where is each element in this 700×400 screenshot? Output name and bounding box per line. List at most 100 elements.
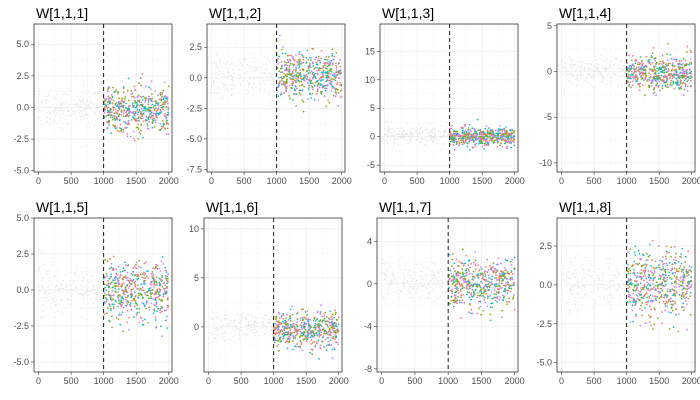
- warmup-point: [71, 318, 73, 320]
- warmup-point: [53, 322, 55, 324]
- sample-point: [141, 115, 143, 118]
- sample-point: [300, 77, 302, 80]
- warmup-point: [409, 139, 411, 141]
- sample-point: [671, 77, 674, 80]
- warmup-point: [59, 115, 61, 118]
- warmup-point: [78, 112, 80, 114]
- warmup-point: [253, 324, 255, 326]
- warmup-point: [96, 98, 98, 100]
- warmup-point: [267, 328, 269, 330]
- warmup-point: [429, 123, 431, 125]
- sample-point: [147, 109, 150, 111]
- trace-panel-2: 0 500 1000 1500 2000-7.5-5.0-2.50.02.5W[1,1,…: [186, 5, 351, 186]
- warmup-point: [232, 336, 234, 338]
- sample-point: [137, 126, 139, 129]
- sample-point: [163, 95, 166, 98]
- sample-point: [150, 297, 153, 300]
- warmup-point: [418, 129, 421, 131]
- warmup-point: [254, 66, 257, 69]
- warmup-point: [95, 300, 97, 302]
- sample-point: [321, 341, 324, 343]
- sample-point: [308, 84, 310, 87]
- sample-point: [661, 60, 664, 63]
- sample-point: [162, 89, 165, 92]
- warmup-point: [247, 320, 249, 322]
- warmup-point: [387, 132, 389, 134]
- warmup-point: [251, 323, 253, 325]
- warmup-point: [624, 67, 627, 69]
- sample-point: [331, 80, 333, 83]
- warmup-point: [581, 67, 583, 69]
- warmup-point: [240, 53, 242, 55]
- warmup-point: [596, 65, 598, 67]
- warmup-point: [238, 337, 240, 339]
- sample-point: [118, 276, 121, 279]
- sample-point: [319, 328, 321, 331]
- sample-point: [322, 69, 325, 72]
- sample-point: [475, 142, 478, 145]
- sample-point: [630, 70, 633, 73]
- sample-point: [339, 96, 342, 99]
- sample-point: [308, 69, 311, 72]
- sample-point: [337, 105, 340, 107]
- warmup-point: [432, 139, 435, 142]
- sample-point: [307, 82, 309, 84]
- warmup-point: [86, 274, 88, 276]
- warmup-point: [69, 284, 71, 286]
- sample-point: [297, 72, 300, 74]
- warmup-point: [435, 137, 437, 139]
- sample-point: [140, 103, 143, 106]
- sample-point: [276, 326, 279, 329]
- sample-point: [669, 74, 671, 77]
- warmup-point: [216, 52, 218, 54]
- warmup-point: [54, 120, 56, 122]
- warmup-point: [85, 93, 87, 95]
- warmup-point: [447, 132, 449, 134]
- sample-point: [307, 324, 310, 327]
- sample-point: [116, 112, 118, 114]
- warmup-point: [256, 59, 258, 62]
- sample-point: [631, 54, 634, 57]
- warmup-point: [246, 44, 248, 46]
- warmup-point: [84, 106, 86, 108]
- warmup-point: [410, 136, 412, 138]
- warmup-point: [240, 313, 242, 316]
- warmup-point: [269, 322, 271, 324]
- sample-point: [648, 72, 650, 75]
- sample-point: [165, 319, 168, 322]
- warmup-point: [254, 70, 257, 72]
- sample-point: [158, 298, 161, 301]
- warmup-point: [263, 56, 265, 58]
- sample-point: [309, 71, 312, 74]
- warmup-point: [82, 280, 84, 282]
- warmup-point: [98, 111, 100, 113]
- sample-point: [645, 75, 648, 77]
- warmup-point: [46, 270, 49, 272]
- sample-point: [314, 67, 316, 69]
- warmup-point: [228, 312, 231, 314]
- sample-point: [283, 69, 286, 72]
- sample-point: [472, 136, 474, 139]
- warmup-point: [48, 305, 51, 307]
- sample-point: [120, 113, 123, 116]
- sample-point: [133, 85, 136, 88]
- warmup-point: [260, 327, 263, 329]
- sample-point: [339, 65, 342, 68]
- warmup-point: [437, 130, 439, 132]
- sample-point: [448, 134, 451, 137]
- warmup-point: [55, 305, 57, 307]
- sample-point: [124, 96, 127, 98]
- sample-point: [478, 133, 481, 136]
- warmup-point: [395, 137, 397, 139]
- sample-point: [335, 69, 338, 71]
- sample-point: [454, 134, 456, 137]
- sample-point: [133, 291, 136, 294]
- sample-point: [486, 133, 488, 136]
- warmup-point: [101, 102, 103, 104]
- warmup-point: [428, 146, 430, 148]
- sample-point: [690, 63, 693, 65]
- warmup-point: [237, 326, 239, 328]
- sample-point: [667, 42, 669, 45]
- panel-frame: [556, 23, 696, 173]
- sample-point: [294, 328, 297, 331]
